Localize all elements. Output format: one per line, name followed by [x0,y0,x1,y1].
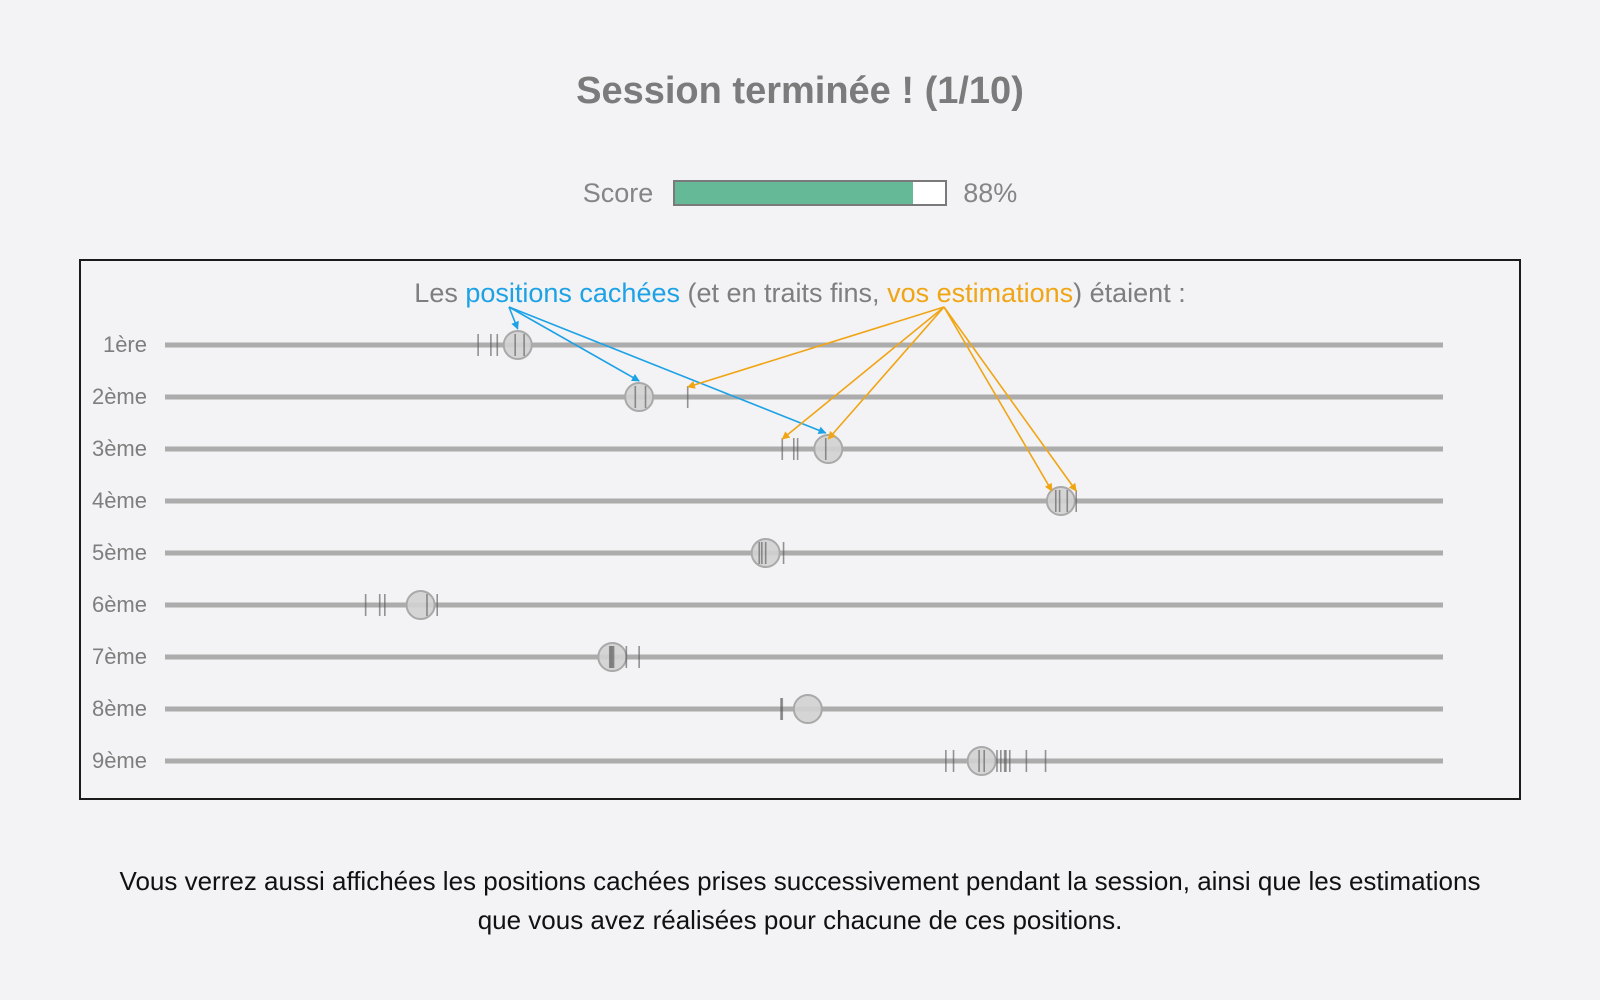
hidden-position-marker [792,694,823,724]
score-row: Score 88% [0,176,1600,210]
results-panel: Les positions cachées (et en traits fins… [79,259,1521,800]
position-tracks [165,306,1443,776]
score-value: 88% [963,177,1018,208]
hidden-pointer-arrow [508,306,519,330]
row-label: 2ème [91,384,147,409]
estimate-pointer-arrow [943,306,1053,492]
score-label: Score [582,177,654,208]
estimate-pointer-arrow [943,306,1077,492]
caption-middle: (et en traits fins, [679,278,888,308]
hidden-pointer-arrow [508,306,640,382]
score-progress-fill [675,182,913,204]
hidden-position-marker [813,434,844,464]
row-label: 6ème [91,592,147,617]
hidden-position-marker [624,382,655,412]
row-label: 9ème [91,748,147,773]
row-label: 5ème [91,540,147,565]
estimate-pointer-arrow [686,306,945,389]
page-title: Session terminée ! (1/10) [576,70,1024,112]
hidden-position-marker [405,590,436,620]
caption-suffix: ) étaient : [1073,278,1186,308]
row-label: 8ème [91,696,147,721]
row-label: 3ème [91,436,147,461]
hidden-position-marker [502,330,533,360]
hidden-position-marker [1045,486,1076,516]
estimate-pointer-arrow [781,306,945,440]
caption-prefix: Les [414,278,466,308]
footer-explanation: Vous verrez aussi affichées les position… [119,866,1481,935]
row-label: 1ère [102,332,147,357]
score-progress-bar [673,180,948,206]
caption-estimates: vos estimations [887,278,1074,308]
hidden-pointer-arrow [508,306,827,435]
estimate-pointer-arrow [827,306,945,440]
row-label: 4ème [91,488,147,513]
hidden-position-marker [966,746,997,776]
panel-caption: Les positions cachées (et en traits fins… [81,278,1519,309]
caption-hidden-positions: positions cachées [465,278,680,308]
row-label: 7ème [91,644,147,669]
